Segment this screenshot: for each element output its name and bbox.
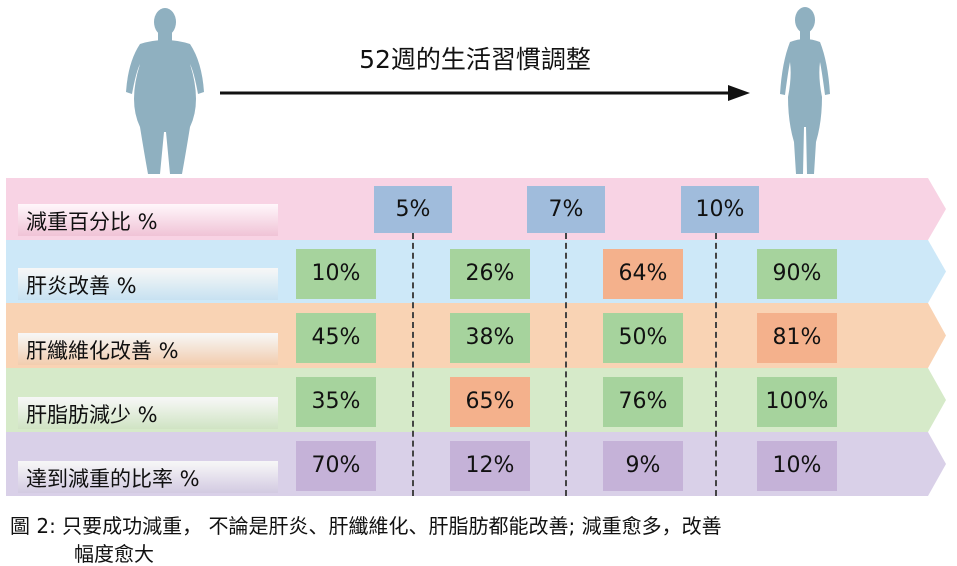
timeline-arrow	[220, 85, 750, 101]
metric-value: 10%	[757, 441, 837, 491]
metric-value: 26%	[450, 248, 530, 299]
divider-line	[412, 233, 414, 496]
figure-caption: 圖 2: 只要成功減重， 不論是肝炎、肝纖維化、肝脂肪都能改善; 減重愈多，改善…	[10, 512, 950, 566]
metric-value: 70%	[296, 441, 376, 491]
obese-figure-icon	[126, 8, 204, 174]
metric-value: 90%	[757, 248, 837, 299]
metric-value: 65%	[450, 377, 530, 427]
weight-loss-row: 減重百分比 %	[6, 178, 946, 240]
metric-row: 肝脂肪減少 % 35% 65% 76% 100%	[6, 368, 946, 432]
slim-figure-icon	[780, 7, 830, 174]
metric-row: 達到減重的比率 % 70% 12% 9% 10%	[6, 432, 946, 496]
row-label: 肝炎改善 %	[18, 268, 278, 300]
metric-value: 35%	[296, 377, 376, 427]
metric-value: 10%	[296, 248, 376, 299]
metric-row: 肝炎改善 % 10% 26% 64% 90%	[6, 240, 946, 303]
weight-loss-value: 5%	[374, 186, 452, 233]
row-label: 肝纖維化改善 %	[18, 333, 278, 365]
metric-value: 9%	[603, 441, 683, 491]
metric-value: 81%	[757, 312, 837, 363]
caption-line: 圖 2: 只要成功減重， 不論是肝炎、肝纖維化、肝脂肪都能改善; 減重愈多，改善	[10, 514, 722, 538]
metric-value: 64%	[603, 248, 683, 299]
metric-value: 38%	[450, 312, 530, 363]
row-label: 達到減重的比率 %	[18, 461, 278, 493]
weight-loss-value: 7%	[527, 186, 605, 233]
weight-loss-value: 10%	[681, 186, 759, 233]
metric-value: 45%	[296, 312, 376, 363]
divider-line	[715, 233, 717, 496]
diagram-title: 52週的生活習慣調整	[359, 45, 591, 74]
row-label: 肝脂肪減少 %	[18, 397, 278, 429]
metric-row: 肝纖維化改善 % 45% 38% 50% 81%	[6, 303, 946, 368]
caption-line: 幅度愈大	[74, 542, 154, 566]
metric-value: 12%	[450, 441, 530, 491]
row-label: 減重百分比 %	[18, 204, 278, 236]
metric-value: 50%	[603, 312, 683, 363]
metric-value: 76%	[603, 377, 683, 427]
metric-value: 100%	[757, 377, 837, 427]
divider-line	[565, 233, 567, 496]
